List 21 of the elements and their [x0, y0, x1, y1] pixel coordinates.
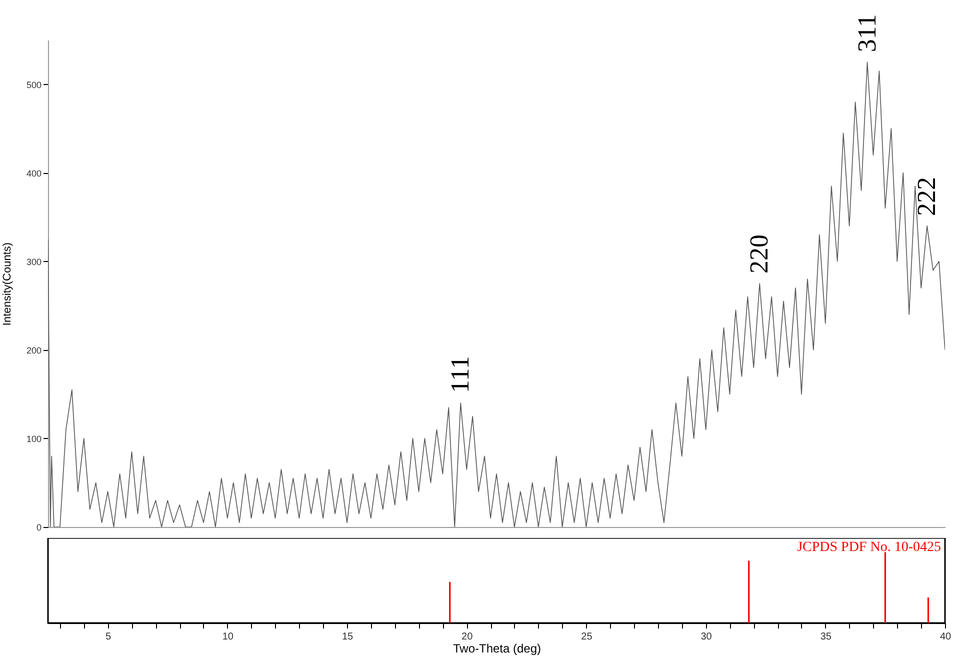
x-axis-title: Two-Theta (deg) — [452, 642, 542, 656]
y-tick-label: 400 — [26, 168, 42, 178]
annotation: JCPDS PDF No. 10-0425 — [797, 540, 941, 555]
x-tick-label: 15 — [342, 632, 354, 642]
x-tick-label: 25 — [581, 632, 593, 642]
x-tick-label: 35 — [820, 632, 832, 642]
annotation: 311 — [852, 14, 882, 52]
x-tick-label: 5 — [106, 632, 112, 642]
annotation: 222 — [912, 176, 942, 216]
y-axis-title: Intensity(Counts) — [1, 242, 14, 326]
x-tick-label: 10 — [222, 632, 234, 642]
x-tick-label: 30 — [700, 632, 712, 642]
y-tick-label: 500 — [26, 80, 42, 90]
annotation: 220 — [744, 234, 774, 274]
y-tick-label: 0 — [36, 522, 42, 532]
x-tick-label: 40 — [940, 632, 952, 642]
annotation: 111 — [446, 356, 475, 394]
y-tick-label: 300 — [26, 256, 42, 267]
y-tick-label: 100 — [26, 434, 42, 444]
y-tick-label: 200 — [26, 345, 42, 356]
x-tick-label: 20 — [462, 632, 474, 642]
